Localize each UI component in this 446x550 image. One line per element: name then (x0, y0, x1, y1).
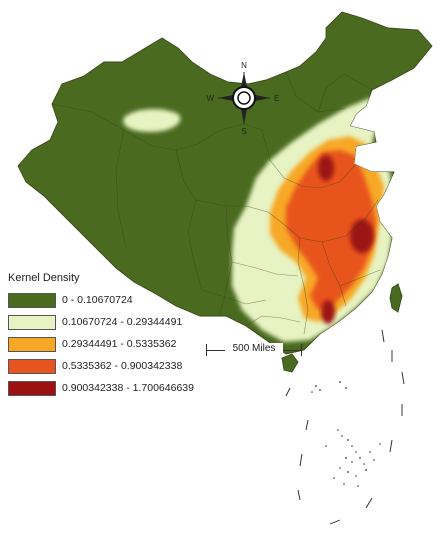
legend-swatch-class-4 (8, 358, 56, 374)
scale-bar-label: 500 Miles (225, 343, 283, 355)
scale-bar-tick-right (301, 344, 302, 356)
legend-title: Kernel Density (8, 272, 80, 284)
taiwan-island (389, 283, 403, 313)
compass-north-label: N (241, 61, 247, 70)
density-zone-low-northwest (123, 109, 181, 132)
hainan-island (281, 353, 299, 373)
nine-dash-line (285, 329, 405, 525)
compass-west-label: W (206, 94, 214, 103)
compass-east-label: E (274, 94, 279, 103)
density-core-north (318, 155, 334, 181)
density-zone-high (286, 150, 376, 310)
density-core-south (321, 300, 335, 324)
legend-item: 0.10670724 - 0.29344491 (8, 312, 213, 332)
legend: Kernel Density 0 - 0.10670724 0.10670724… (8, 272, 213, 400)
legend-label-class-2: 0.10670724 - 0.29344491 (62, 316, 183, 328)
compass-south-label: S (241, 127, 246, 136)
scale-bar-tick-left (206, 344, 207, 356)
legend-swatch-class-1 (8, 292, 56, 308)
density-core-east (350, 219, 374, 253)
legend-item: 0.5335362 - 0.900342338 (8, 356, 213, 376)
compass-rose: N S E W (206, 61, 279, 136)
legend-item: 0.29344491 - 0.5335362 (8, 334, 213, 354)
scale-bar: 500 Miles (206, 339, 302, 361)
legend-label-class-4: 0.5335362 - 0.900342338 (62, 360, 183, 372)
legend-label-class-5: 0.900342338 - 1.700646639 (62, 382, 194, 394)
province-boundaries (51, 71, 381, 335)
legend-swatch-class-2 (8, 314, 56, 330)
legend-item: 0 - 0.10670724 (8, 290, 213, 310)
south-china-sea-islands (311, 381, 381, 487)
legend-item: 0.900342338 - 1.700646639 (8, 378, 213, 398)
legend-label-class-3: 0.29344491 - 0.5335362 (62, 338, 177, 350)
legend-swatch-class-3 (8, 336, 56, 352)
legend-label-class-1: 0 - 0.10670724 (62, 294, 133, 306)
legend-swatch-class-5 (8, 380, 56, 396)
